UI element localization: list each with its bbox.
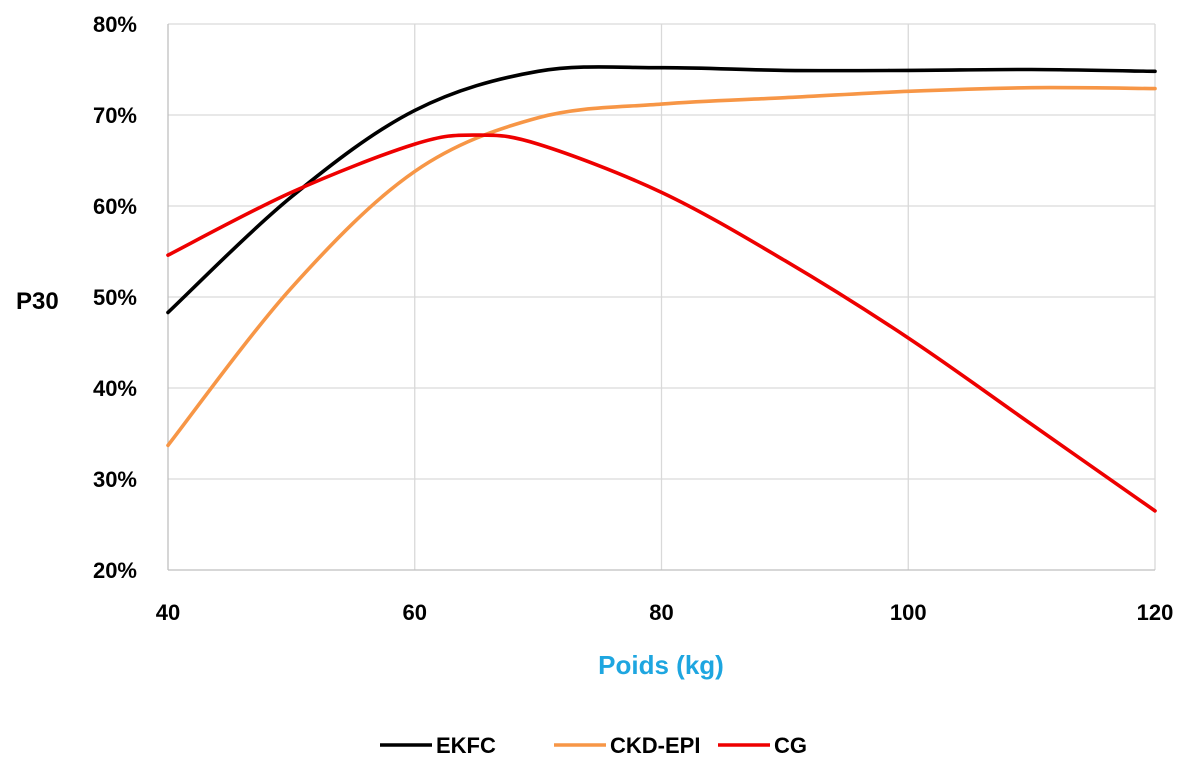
x-tick-label: 80 [649,600,673,625]
y-tick-label: 50% [93,285,137,310]
y-tick-label: 20% [93,558,137,583]
x-axis-title: Poids (kg) [598,650,724,680]
y-tick-label: 40% [93,376,137,401]
tick-labels: 20% 30% 40% 50% 60% 70% 80% 40 60 80 100 120 [93,12,1173,625]
series-line-ekfc [166,65,1157,315]
x-tick-label: 100 [890,600,927,625]
legend: EKFC CKD-EPI CG [380,733,807,758]
series-line-cg [166,133,1157,513]
y-axis-title: P30 [16,288,59,315]
series-lines [166,65,1157,513]
x-tick-label: 60 [403,600,427,625]
legend-label-ckd-epi: CKD-EPI [610,733,700,758]
y-tick-label: 80% [93,12,137,37]
x-tick-label: 40 [156,600,180,625]
axes [167,24,1155,571]
y-tick-label: 70% [93,103,137,128]
x-tick-label: 120 [1137,600,1174,625]
legend-label-ekfc: EKFC [436,733,496,758]
y-tick-label: 30% [93,467,137,492]
legend-label-cg: CG [774,733,807,758]
grid [168,23,1156,570]
y-tick-label: 60% [93,194,137,219]
series-line-ckd-epi [166,85,1157,448]
